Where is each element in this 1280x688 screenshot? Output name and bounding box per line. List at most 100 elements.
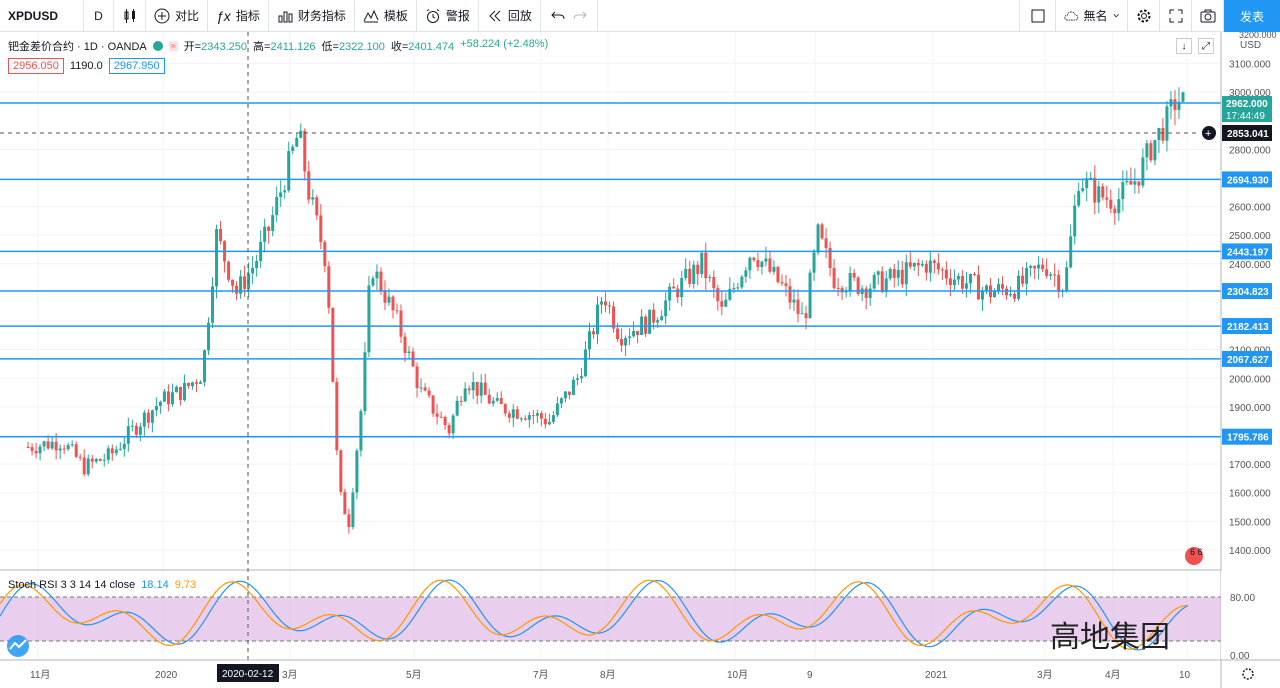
replay-label: 回放 (507, 9, 532, 23)
candle-body (1081, 188, 1085, 192)
interval-label: D (94, 8, 103, 23)
candle-body (495, 398, 499, 401)
rsi-axis[interactable] (1221, 570, 1280, 660)
chart-type-button[interactable] (114, 0, 146, 32)
candle-body (363, 352, 367, 412)
level-label: 1795.786 (1227, 433, 1269, 444)
fullscreen-button[interactable] (1160, 0, 1192, 32)
candle-body (267, 226, 271, 232)
rsi-line (0, 579, 1189, 650)
price-tick: 2000.000 (1229, 374, 1271, 385)
candle-body (299, 130, 303, 138)
candle-body (724, 299, 728, 307)
candle-body (174, 386, 178, 393)
candle-body (42, 441, 46, 447)
candle-body (567, 391, 571, 395)
level-label: 2694.930 (1227, 175, 1269, 186)
candle-body (443, 416, 447, 426)
candle-body (1037, 264, 1041, 269)
redo-button[interactable] (569, 0, 598, 32)
candle-body (856, 277, 860, 294)
rewind-icon (489, 10, 501, 21)
candle-body (732, 287, 736, 289)
ask-box[interactable]: 2967.950 (108, 58, 165, 74)
candle-body (339, 450, 343, 492)
candle-body (351, 492, 355, 528)
candle-body (54, 441, 58, 451)
scroll-down-icon[interactable]: ↓ (1176, 38, 1192, 54)
tradingview-logo[interactable] (7, 635, 29, 657)
candle-body (387, 296, 391, 303)
time-axis-settings-button[interactable] (1242, 668, 1254, 680)
time-tick: 9 (807, 670, 813, 681)
compare-button[interactable]: 对比 (146, 0, 209, 32)
candle-body (920, 263, 924, 266)
open-value: 2343.250 (201, 41, 248, 53)
layout-name-button[interactable]: 無名 (1056, 0, 1128, 32)
candle-body (924, 263, 928, 273)
candle-body (86, 458, 90, 475)
candle-body (772, 266, 776, 272)
candle-body (182, 383, 186, 401)
publish-button[interactable]: 发表 (1224, 0, 1280, 32)
rsi-line (0, 579, 1189, 651)
candle-body (596, 304, 600, 335)
rsi-band (0, 597, 1221, 641)
candle-body (423, 387, 427, 391)
candle-body (166, 391, 170, 405)
chart-canvas[interactable]: 3200.000 USD 3100.000 3000.000 2800.000 260… (0, 32, 1280, 688)
candle-body (186, 383, 190, 387)
candle-body (279, 192, 283, 197)
time-tick: 2021 (925, 670, 948, 681)
event-flag-icon[interactable] (1185, 547, 1203, 565)
candle-body (736, 287, 740, 289)
add-alert-icon[interactable] (1202, 126, 1216, 140)
candle-body (219, 229, 223, 242)
financials-button[interactable]: 财务指标 (269, 0, 355, 32)
candle-body (784, 283, 788, 287)
ohlc-values: 开=2343.250 高=2411.126 低=2322.100 收=2401.… (183, 38, 549, 53)
candle-body (744, 270, 748, 277)
templates-label: 模板 (383, 9, 408, 23)
candle-body (1141, 157, 1145, 186)
settings-button[interactable] (1128, 0, 1160, 32)
candle-body (652, 309, 656, 323)
price-tick: 1900.000 (1229, 403, 1271, 414)
candle-body (940, 269, 944, 271)
alert-button[interactable]: 警报 (417, 0, 479, 32)
templates-button[interactable]: 模板 (355, 0, 417, 32)
candle-body (1077, 191, 1081, 206)
candle-body (1137, 181, 1141, 186)
symbol-search-button[interactable]: XPDUSD (0, 0, 84, 32)
level-tag (1222, 428, 1272, 445)
candle-body (247, 273, 251, 289)
pane-controls: ↓ ⤢ (1176, 38, 1214, 54)
undo-button[interactable] (541, 0, 569, 32)
candle-body (571, 379, 575, 395)
candle-body (275, 196, 279, 216)
candle-body (190, 382, 194, 387)
candle-body (26, 446, 30, 448)
candle-body (816, 224, 820, 253)
fullscreen-layout-button[interactable] (1020, 0, 1056, 32)
candle-body (70, 444, 74, 446)
candle-body (948, 278, 952, 285)
interval-button[interactable]: D (84, 0, 114, 32)
rsi-tick-0: 0.00 (1230, 651, 1250, 662)
candle-body (792, 299, 796, 303)
bid-box[interactable]: 2956.050 (8, 58, 64, 74)
candle-body (608, 305, 612, 307)
screenshot-button[interactable] (1192, 0, 1224, 32)
candle-body (748, 257, 752, 271)
candle-body (523, 418, 527, 420)
candle-body (788, 286, 792, 303)
candle-body (1045, 269, 1049, 276)
candle-body (583, 349, 587, 377)
rsi-k-value: 18.14 (141, 579, 169, 591)
indicators-button[interactable]: ƒx 指标 (208, 0, 269, 32)
candle-body (154, 406, 158, 411)
candle-body (752, 257, 756, 261)
candle-body (836, 287, 840, 289)
maximize-pane-icon[interactable]: ⤢ (1198, 38, 1214, 54)
replay-button[interactable]: 回放 (479, 0, 541, 32)
